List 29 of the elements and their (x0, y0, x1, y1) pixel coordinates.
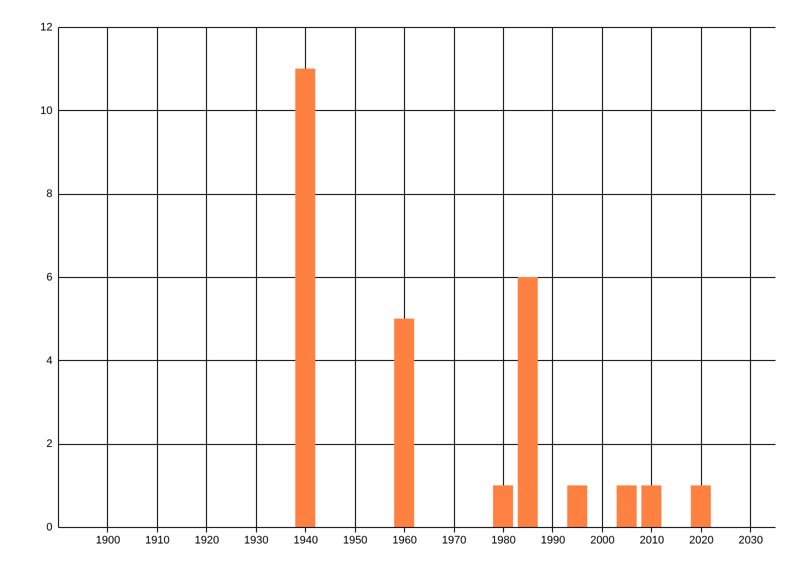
y-tick-label: 10 (40, 104, 52, 117)
bar (493, 485, 514, 527)
bar (518, 277, 538, 527)
y-tick-label: 4 (46, 354, 52, 367)
bar (567, 485, 588, 527)
x-tick-label: 1910 (145, 534, 170, 546)
bar (690, 485, 711, 527)
x-tick-label: 1900 (96, 534, 120, 546)
x-tick-label: 1990 (540, 534, 566, 546)
x-tick-label: 1930 (244, 534, 269, 546)
y-tick-label: 12 (40, 22, 52, 34)
x-tick-label: 2030 (738, 534, 764, 546)
y-tick-label: 6 (46, 272, 52, 284)
x-tick-label: 1970 (442, 534, 466, 546)
x-tick-label: 2000 (590, 534, 615, 546)
x-tick-label: 1950 (342, 534, 368, 546)
x-tick-label: 1920 (194, 534, 220, 546)
bar (641, 485, 662, 527)
x-tick-label: 2020 (689, 534, 714, 546)
x-tick-label: 1960 (392, 534, 417, 546)
y-tick-label: 2 (46, 438, 52, 450)
x-tick-label: 1940 (294, 534, 318, 546)
bar (394, 318, 414, 527)
y-tick-label: 0 (46, 522, 52, 534)
y-tick-label: 8 (46, 188, 52, 200)
x-tick-label: 2010 (640, 534, 664, 546)
x-tick-label: 1980 (491, 534, 516, 546)
bar (295, 68, 316, 527)
bar (616, 485, 637, 527)
